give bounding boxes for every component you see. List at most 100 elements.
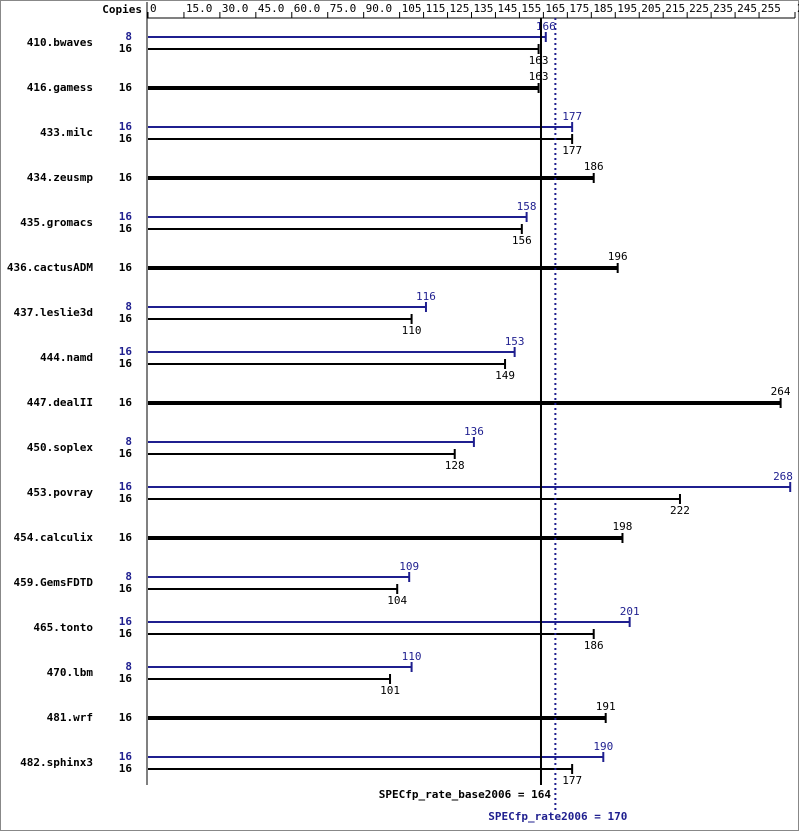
value-label: 163 xyxy=(529,54,549,67)
value-label: 116 xyxy=(416,290,436,303)
x-tick-label: 245 xyxy=(737,2,757,15)
x-tick-label: 255 xyxy=(761,2,781,15)
copies-label: 16 xyxy=(119,531,133,544)
x-tick-label: 205 xyxy=(641,2,661,15)
x-tick-label: 30.0 xyxy=(222,2,249,15)
value-label: 198 xyxy=(613,520,633,533)
x-tick-label: 45.0 xyxy=(258,2,285,15)
x-tick-label: 60.0 xyxy=(294,2,321,15)
copies-label: 16 xyxy=(119,210,133,223)
x-tick-label: 0 xyxy=(150,2,157,15)
benchmark-label: 416.gamess xyxy=(27,81,93,94)
benchmark-label: 434.zeusmp xyxy=(27,171,94,184)
value-label: 149 xyxy=(495,369,515,382)
benchmark-label: 465.tonto xyxy=(33,621,93,634)
copies-label: 16 xyxy=(119,396,133,409)
x-tick-label: 135 xyxy=(474,2,494,15)
copies-label: 16 xyxy=(119,42,133,55)
copies-label: 16 xyxy=(119,615,133,628)
benchmark-label: 435.gromacs xyxy=(20,216,93,229)
x-tick-label: 215 xyxy=(665,2,685,15)
x-tick-label: 225 xyxy=(689,2,709,15)
benchmark-label: 481.wrf xyxy=(47,711,93,724)
copies-label: 16 xyxy=(119,357,133,370)
copies-label: 16 xyxy=(119,492,133,505)
reference-label: SPECfp_rate2006 = 170 xyxy=(488,810,627,823)
x-tick-label: 75.0 xyxy=(330,2,357,15)
benchmark-label: 453.povray xyxy=(27,486,94,499)
value-label: 177 xyxy=(562,144,582,157)
copies-label: 16 xyxy=(119,120,133,133)
value-label: 186 xyxy=(584,639,604,652)
value-label: 196 xyxy=(608,250,628,263)
value-label: 128 xyxy=(445,459,465,472)
value-label: 190 xyxy=(593,740,613,753)
value-label: 156 xyxy=(512,234,532,247)
copies-label: 16 xyxy=(119,345,133,358)
x-tick-label: 105 xyxy=(402,2,422,15)
copies-label: 16 xyxy=(119,582,133,595)
value-label: 136 xyxy=(464,425,484,438)
copies-label: 16 xyxy=(119,750,133,763)
copies-label: 16 xyxy=(119,672,133,685)
copies-label: 8 xyxy=(125,570,132,583)
value-label: 158 xyxy=(517,200,537,213)
value-label: 191 xyxy=(596,700,616,713)
x-tick-label: 185 xyxy=(593,2,613,15)
value-label: 110 xyxy=(402,650,422,663)
copies-label: 16 xyxy=(119,222,133,235)
copies-label: 8 xyxy=(125,435,132,448)
x-tick-label: 145 xyxy=(497,2,517,15)
benchmark-label: 437.leslie3d xyxy=(14,306,93,319)
copies-label: 8 xyxy=(125,660,132,673)
value-label: 109 xyxy=(399,560,419,573)
value-label: 153 xyxy=(505,335,525,348)
benchmark-label: 410.bwaves xyxy=(27,36,93,49)
value-label: 110 xyxy=(402,324,422,337)
benchmark-label: 459.GemsFDTD xyxy=(14,576,94,589)
copies-label: 16 xyxy=(119,762,133,775)
x-tick-label: 90.0 xyxy=(366,2,393,15)
copies-label: 16 xyxy=(119,447,133,460)
copies-label: 16 xyxy=(119,711,133,724)
copies-label: 8 xyxy=(125,300,132,313)
copies-label: 16 xyxy=(119,132,133,145)
benchmark-label: 436.cactusADM xyxy=(7,261,93,274)
x-tick-label: 235 xyxy=(713,2,733,15)
x-tick-label: 15.0 xyxy=(186,2,213,15)
x-tick-label: 195 xyxy=(617,2,637,15)
value-label: 264 xyxy=(771,385,791,398)
x-tick-label: 270 xyxy=(797,2,799,15)
x-tick-label: 115 xyxy=(426,2,446,15)
x-tick-label: 155 xyxy=(521,2,541,15)
x-tick-label: 165 xyxy=(545,2,565,15)
benchmark-label: 482.sphinx3 xyxy=(20,756,93,769)
copies-label: 16 xyxy=(119,261,133,274)
value-label: 222 xyxy=(670,504,690,517)
copies-label: 16 xyxy=(119,312,133,325)
benchmark-label: 450.soplex xyxy=(27,441,94,454)
value-label: 201 xyxy=(620,605,640,618)
axis-title: Copies xyxy=(102,3,142,16)
benchmark-label: 444.namd xyxy=(40,351,93,364)
benchmark-label: 454.calculix xyxy=(14,531,94,544)
copies-label: 8 xyxy=(125,30,132,43)
benchmark-label: 447.dealII xyxy=(27,396,93,409)
value-label: 177 xyxy=(562,774,582,787)
copies-label: 16 xyxy=(119,627,133,640)
benchmark-label: 470.lbm xyxy=(47,666,94,679)
value-label: 177 xyxy=(562,110,582,123)
copies-label: 16 xyxy=(119,81,133,94)
x-tick-label: 175 xyxy=(569,2,589,15)
value-label: 268 xyxy=(773,470,793,483)
value-label: 166 xyxy=(536,20,556,33)
value-label: 104 xyxy=(387,594,407,607)
value-label: 163 xyxy=(529,70,549,83)
value-label: 186 xyxy=(584,160,604,173)
benchmark-label: 433.milc xyxy=(40,126,93,139)
reference-label: SPECfp_rate_base2006 = 164 xyxy=(379,788,552,801)
copies-label: 16 xyxy=(119,171,133,184)
x-tick-label: 125 xyxy=(450,2,470,15)
value-label: 101 xyxy=(380,684,400,697)
